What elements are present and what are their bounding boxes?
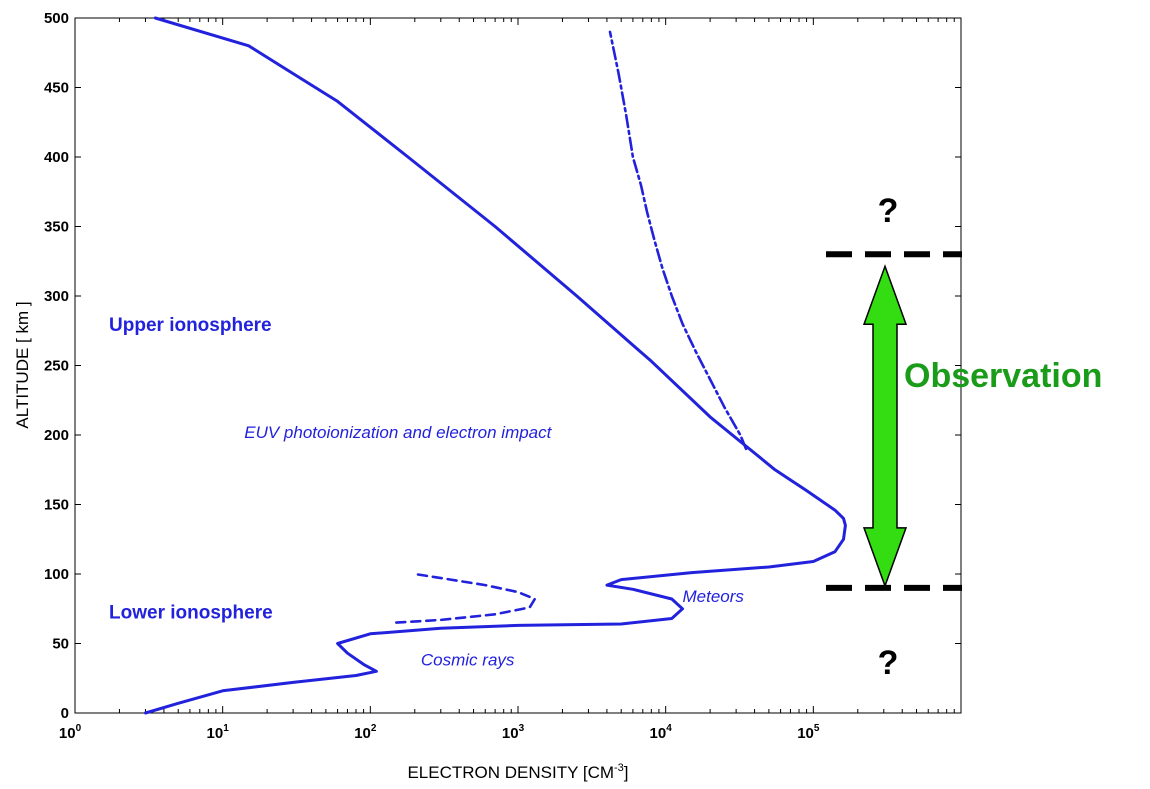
observation-double-arrow (862, 264, 908, 589)
x-tick-label-exp: 3 (519, 723, 525, 734)
y-tick-label: 0 (61, 705, 69, 722)
x-tick-label-exp: 2 (371, 723, 377, 734)
y-tick-label: 200 (44, 427, 69, 444)
x-tick-label-base: 10 (797, 725, 814, 742)
series-layer (144, 16, 847, 715)
y-tick-label: 250 (44, 358, 69, 375)
process-annotation: EUV photoionization and electron impact (244, 423, 552, 442)
x-tick-label-base: 10 (354, 725, 371, 742)
y-tick-label: 450 (44, 80, 69, 97)
x-tick-labels: 100 101 102 103 104 105 (59, 723, 820, 742)
y-tick-label: 300 (44, 288, 69, 305)
x-axis-title: ELECTRON DENSITY [CM-3] (407, 762, 628, 782)
x-axis-title-end: ] (624, 763, 629, 782)
x-tick-label: 105 (797, 723, 820, 742)
y-tick-label: 350 (44, 219, 69, 236)
y-tick-labels: 0 50 100 150 200 250 300 350 400 450 500 (44, 10, 69, 722)
x-tick-label: 100 (59, 723, 82, 742)
y-tick-label: 100 (44, 566, 69, 583)
y-tick-label: 50 (52, 636, 69, 653)
series-line-dashed (394, 572, 537, 624)
x-tick-label-exp: 5 (814, 723, 820, 734)
x-axis-title-sup: -3 (614, 762, 624, 774)
x-tick-label: 102 (354, 723, 377, 742)
question-mark-top: ? (878, 192, 899, 230)
region-annotation: Upper ionosphere (109, 315, 272, 336)
y-tick-label: 400 (44, 149, 69, 166)
region-annotation: Lower ionosphere (109, 602, 273, 623)
question-mark-bottom: ? (878, 644, 899, 682)
x-tick-label-base: 10 (502, 725, 519, 742)
y-tick-label: 150 (44, 497, 69, 514)
observation-label: Observation (904, 357, 1102, 395)
x-tick-label-exp: 1 (223, 723, 229, 734)
x-tick-label-base: 10 (650, 725, 667, 742)
x-tick-label-base: 10 (207, 725, 224, 742)
process-annotation: Meteors (682, 587, 744, 606)
series-line-solid (144, 16, 847, 715)
x-tick-label-exp: 4 (666, 723, 672, 734)
x-tick-label-base: 10 (59, 725, 76, 742)
x-tick-label-exp: 0 (76, 723, 82, 734)
y-tick-label: 500 (44, 10, 69, 27)
process-annotation: Cosmic rays (421, 651, 515, 670)
x-tick-label: 104 (650, 723, 673, 742)
x-axis-title-main: ELECTRON DENSITY [CM (407, 763, 614, 782)
tick-marks (74, 17, 961, 714)
observation-indicator: Observation ? ? (826, 192, 1102, 682)
series-line-dashdot (608, 30, 748, 451)
y-axis-title: ALTITUDE [ km ] (13, 301, 32, 428)
x-tick-label: 101 (207, 723, 230, 742)
annotation-layer: Upper ionosphere Lower ionosphere EUV phot… (109, 315, 744, 670)
x-tick-label: 103 (502, 723, 525, 742)
